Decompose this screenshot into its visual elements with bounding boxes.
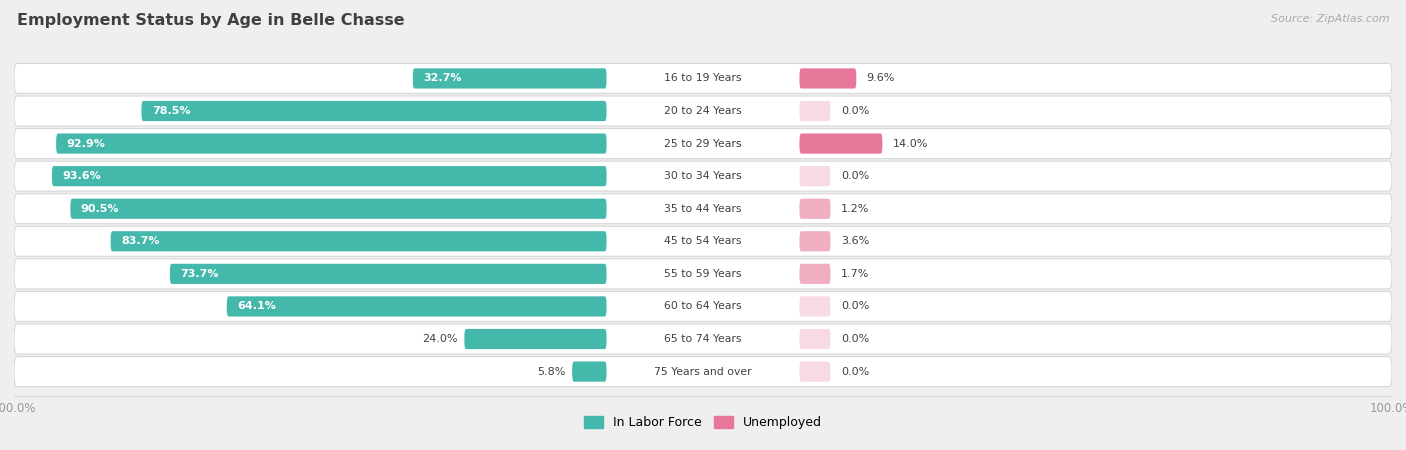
Text: 75 Years and over: 75 Years and over xyxy=(654,367,752,377)
Text: 65 to 74 Years: 65 to 74 Years xyxy=(664,334,742,344)
FancyBboxPatch shape xyxy=(14,96,1392,126)
FancyBboxPatch shape xyxy=(800,297,831,316)
FancyBboxPatch shape xyxy=(14,356,1392,387)
Text: 1.2%: 1.2% xyxy=(841,204,869,214)
Text: 16 to 19 Years: 16 to 19 Years xyxy=(664,73,742,83)
FancyBboxPatch shape xyxy=(70,198,606,219)
FancyBboxPatch shape xyxy=(14,324,1392,354)
FancyBboxPatch shape xyxy=(14,292,1392,321)
FancyBboxPatch shape xyxy=(226,297,606,316)
Text: 83.7%: 83.7% xyxy=(121,236,159,246)
Text: 24.0%: 24.0% xyxy=(422,334,457,344)
Text: 92.9%: 92.9% xyxy=(66,139,105,148)
FancyBboxPatch shape xyxy=(14,194,1392,224)
FancyBboxPatch shape xyxy=(464,329,606,349)
FancyBboxPatch shape xyxy=(800,198,831,219)
FancyBboxPatch shape xyxy=(800,264,831,284)
Text: 60 to 64 Years: 60 to 64 Years xyxy=(664,302,742,311)
Text: 9.6%: 9.6% xyxy=(866,73,896,83)
Text: 55 to 59 Years: 55 to 59 Years xyxy=(664,269,742,279)
FancyBboxPatch shape xyxy=(800,101,831,121)
FancyBboxPatch shape xyxy=(56,134,606,153)
FancyBboxPatch shape xyxy=(413,68,606,89)
FancyBboxPatch shape xyxy=(170,264,606,284)
Text: 0.0%: 0.0% xyxy=(841,106,869,116)
FancyBboxPatch shape xyxy=(800,329,831,349)
Text: 5.8%: 5.8% xyxy=(537,367,565,377)
Legend: In Labor Force, Unemployed: In Labor Force, Unemployed xyxy=(579,411,827,434)
Text: 25 to 29 Years: 25 to 29 Years xyxy=(664,139,742,148)
FancyBboxPatch shape xyxy=(14,129,1392,158)
FancyBboxPatch shape xyxy=(800,134,883,153)
Text: 0.0%: 0.0% xyxy=(841,302,869,311)
FancyBboxPatch shape xyxy=(572,361,606,382)
Text: 14.0%: 14.0% xyxy=(893,139,928,148)
FancyBboxPatch shape xyxy=(142,101,606,121)
Text: 90.5%: 90.5% xyxy=(80,204,120,214)
Text: 64.1%: 64.1% xyxy=(238,302,276,311)
Text: 20 to 24 Years: 20 to 24 Years xyxy=(664,106,742,116)
Text: 93.6%: 93.6% xyxy=(62,171,101,181)
FancyBboxPatch shape xyxy=(800,68,856,89)
Text: 3.6%: 3.6% xyxy=(841,236,869,246)
Text: 73.7%: 73.7% xyxy=(180,269,219,279)
Text: Employment Status by Age in Belle Chasse: Employment Status by Age in Belle Chasse xyxy=(17,14,405,28)
FancyBboxPatch shape xyxy=(111,231,606,252)
Text: 0.0%: 0.0% xyxy=(841,171,869,181)
Text: Source: ZipAtlas.com: Source: ZipAtlas.com xyxy=(1271,14,1389,23)
FancyBboxPatch shape xyxy=(52,166,606,186)
Text: 1.7%: 1.7% xyxy=(841,269,869,279)
FancyBboxPatch shape xyxy=(14,259,1392,289)
FancyBboxPatch shape xyxy=(800,166,831,186)
FancyBboxPatch shape xyxy=(800,361,831,382)
FancyBboxPatch shape xyxy=(14,161,1392,191)
Text: 45 to 54 Years: 45 to 54 Years xyxy=(664,236,742,246)
Text: 30 to 34 Years: 30 to 34 Years xyxy=(664,171,742,181)
Text: 32.7%: 32.7% xyxy=(423,73,461,83)
FancyBboxPatch shape xyxy=(14,63,1392,94)
FancyBboxPatch shape xyxy=(800,231,831,252)
Text: 0.0%: 0.0% xyxy=(841,334,869,344)
Text: 35 to 44 Years: 35 to 44 Years xyxy=(664,204,742,214)
Text: 0.0%: 0.0% xyxy=(841,367,869,377)
FancyBboxPatch shape xyxy=(14,226,1392,256)
Text: 78.5%: 78.5% xyxy=(152,106,190,116)
